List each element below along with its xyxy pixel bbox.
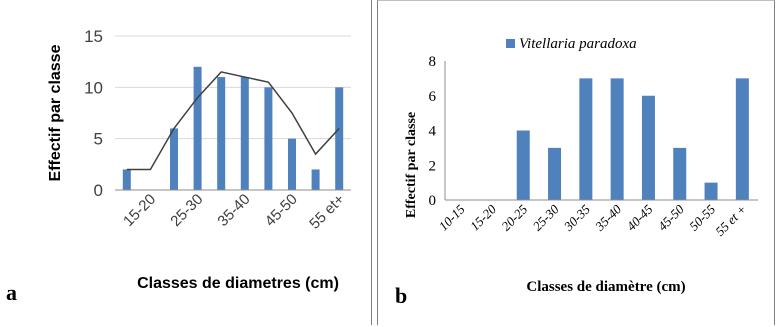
x-tick-label-a: 45-50 <box>262 191 301 230</box>
y-axis-title-b: Effectif par classe <box>404 112 419 218</box>
x-tick-label-a: 55 et+ <box>306 191 348 233</box>
x-axis-title-b: Classes de diamètre (cm) <box>526 279 685 295</box>
chart-a-svg: 0 5 10 15 15-20 25-30 35-40 45-50 55 et+ Effectif… <box>6 27 351 305</box>
bar-a <box>288 138 296 190</box>
x-tick-label-b: 55 et + <box>712 202 749 239</box>
bar-a <box>122 169 131 190</box>
y-tick-label-a: 10 <box>84 78 103 97</box>
bar-a <box>170 128 178 190</box>
bar-a <box>217 77 226 190</box>
bar-b <box>735 78 749 200</box>
bar-a <box>240 77 249 190</box>
chart-b-svg: 0 2 4 6 8 10-15 15-20 20-25 25-30 30-35 35-40 40-45… <box>395 36 758 308</box>
x-tick-label-b: 25-30 <box>530 201 562 233</box>
bar-b <box>610 78 624 200</box>
bar-a <box>264 87 273 190</box>
bar-a <box>335 87 344 190</box>
x-tick-label-b: 30-35 <box>560 201 593 234</box>
legend-label-b: Vitellaria paradoxa <box>519 36 637 52</box>
x-tick-label-a: 35-40 <box>214 191 253 230</box>
x-tick-label-b: 35-40 <box>592 201 625 234</box>
y-tick-label-b: 0 <box>429 193 437 209</box>
bar-b <box>673 147 687 200</box>
x-tick-label-b: 15-20 <box>467 201 499 233</box>
x-tick-label-b: 10-15 <box>436 201 468 233</box>
x-tick-label-b: 45-50 <box>655 201 687 233</box>
y-axis-title-a: Effectif par classe <box>47 44 64 181</box>
chart-panel-b: 0 2 4 6 8 10-15 15-20 20-25 25-30 30-35 35-40 40-45… <box>377 0 775 325</box>
x-tick-label-a: 25-30 <box>167 191 206 230</box>
bar-b <box>516 130 530 200</box>
bar-b <box>548 147 562 200</box>
y-tick-label-b: 8 <box>429 54 437 70</box>
panel-label-b: b <box>395 283 407 308</box>
y-tick-label-a: 5 <box>94 130 103 149</box>
bar-a <box>311 169 320 190</box>
bar-a <box>193 66 202 190</box>
x-tick-label-b: 40-45 <box>624 201 656 233</box>
panel-label-a: a <box>6 280 17 305</box>
bar-b <box>704 182 718 200</box>
y-tick-label-b: 2 <box>429 158 437 174</box>
trend-line-a <box>126 71 340 171</box>
chart-panel-a: 0 5 10 15 15-20 25-30 35-40 45-50 55 et+ Effectif… <box>0 0 372 325</box>
y-tick-label-b: 4 <box>429 124 437 140</box>
bar-b <box>641 95 655 200</box>
x-tick-label-b: 20-25 <box>498 201 530 233</box>
x-axis-title-a: Classes de diametres (cm) <box>137 275 339 292</box>
y-tick-label-a: 0 <box>94 181 103 200</box>
x-tick-label-a: 15-20 <box>120 191 159 230</box>
legend-swatch-b <box>506 39 515 48</box>
bar-b <box>579 78 593 200</box>
y-tick-label-b: 6 <box>429 89 437 105</box>
y-tick-label-a: 15 <box>84 27 103 46</box>
